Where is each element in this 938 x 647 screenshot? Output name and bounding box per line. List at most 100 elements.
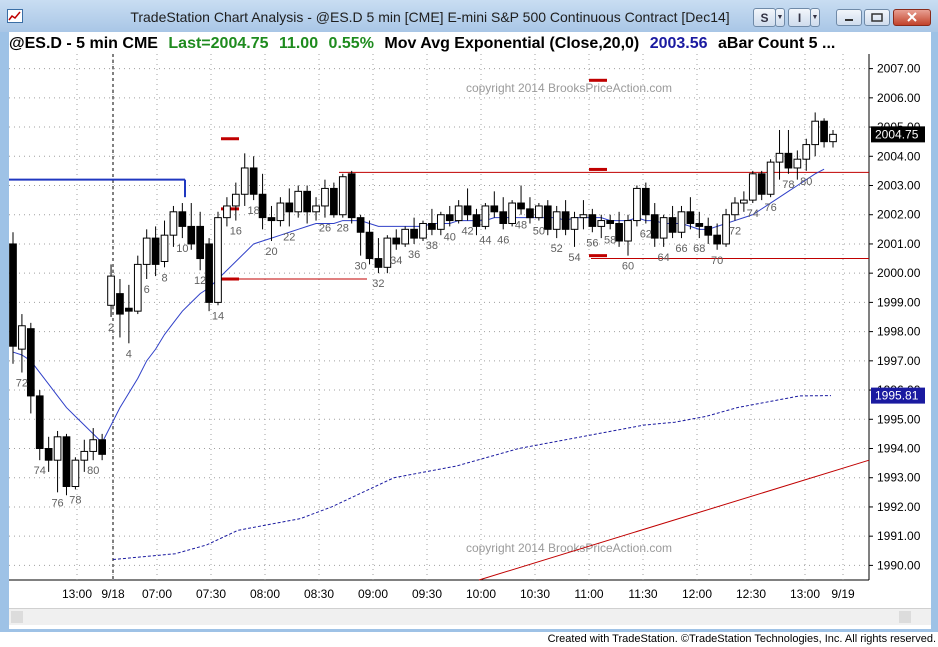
candle-body bbox=[579, 214, 588, 219]
candle-body bbox=[543, 205, 552, 230]
level-marker bbox=[589, 78, 607, 82]
y-tick-label: 2000.00 bbox=[877, 266, 921, 280]
horizontal-scrollbar[interactable] bbox=[9, 608, 931, 625]
bar-count-label: 12 bbox=[194, 275, 206, 287]
bar-count-label: 28 bbox=[337, 223, 349, 235]
candle-body bbox=[98, 439, 106, 455]
candle-body bbox=[784, 152, 793, 169]
x-tick-label: 10:00 bbox=[466, 587, 496, 601]
candle-body bbox=[276, 202, 285, 222]
bar-count-label: 6 bbox=[144, 284, 150, 296]
candle-body bbox=[223, 205, 231, 219]
bar-count-label: 16 bbox=[230, 226, 242, 238]
candle-body bbox=[419, 222, 427, 239]
y-tick-label: 2002.00 bbox=[877, 208, 921, 222]
candle-body bbox=[526, 208, 534, 219]
maximize-button[interactable] bbox=[864, 9, 890, 26]
symbol-button[interactable]: S bbox=[753, 8, 776, 27]
candle-body bbox=[481, 205, 490, 227]
candle-body bbox=[606, 220, 615, 224]
candle-body bbox=[820, 120, 828, 143]
y-tick-label: 2007.00 bbox=[877, 62, 921, 76]
bar-count-label: 62 bbox=[640, 228, 652, 240]
candle-body bbox=[463, 205, 472, 216]
bar-count-label: 76 bbox=[51, 497, 63, 509]
bar-count-label: 20 bbox=[265, 246, 277, 258]
candle-body bbox=[704, 225, 713, 236]
candle-body bbox=[401, 228, 410, 245]
candle-body bbox=[454, 205, 463, 222]
minimize-button[interactable] bbox=[836, 9, 862, 26]
candle-body bbox=[713, 234, 721, 245]
bar-count-label: 30 bbox=[354, 261, 366, 273]
close-icon bbox=[907, 12, 917, 22]
candle-body bbox=[757, 173, 766, 195]
candle-body bbox=[196, 225, 205, 260]
x-tick-label: 13:00 bbox=[790, 587, 820, 601]
candle-body bbox=[650, 214, 659, 239]
candle-body bbox=[214, 217, 222, 303]
indicator-dropdown-arrow-icon[interactable]: ▼ bbox=[810, 8, 820, 27]
last-price-marker bbox=[871, 126, 925, 143]
level-marker bbox=[221, 137, 239, 141]
candle-body bbox=[588, 214, 597, 227]
candle-body bbox=[89, 439, 98, 452]
bar-count-label: 38 bbox=[426, 240, 438, 252]
last-price-marker-label: 2004.75 bbox=[875, 127, 919, 141]
bar-count-label: 72 bbox=[729, 226, 741, 238]
y-tick-label: 1998.00 bbox=[877, 325, 921, 339]
scroll-right-arrow-icon[interactable] bbox=[899, 611, 911, 623]
level-marker bbox=[221, 277, 239, 281]
scroll-left-arrow-icon[interactable] bbox=[11, 611, 23, 623]
candle-body bbox=[517, 202, 525, 210]
candle-body bbox=[392, 237, 401, 245]
candle-body bbox=[35, 395, 44, 449]
y-tick-label: 1995.00 bbox=[877, 412, 921, 426]
bar-count-label: 26 bbox=[319, 223, 331, 235]
bar-count-label: aBar Count 5 ... bbox=[718, 35, 836, 52]
bar-count-label: 76 bbox=[764, 202, 776, 214]
indicator-button[interactable]: I bbox=[788, 8, 811, 27]
chart-area[interactable]: @ES.D - 5 min CME Last=2004.75 11.00 0.5… bbox=[9, 32, 931, 629]
candle-body bbox=[802, 144, 811, 160]
x-tick-label: 12:00 bbox=[682, 587, 712, 601]
bar-count-label: 78 bbox=[69, 494, 81, 506]
net-change: 11.00 bbox=[278, 35, 319, 52]
y-tick-label: 1999.00 bbox=[877, 295, 921, 309]
candle-body bbox=[267, 217, 276, 222]
candle-body bbox=[133, 263, 142, 312]
candle-body bbox=[508, 202, 516, 224]
dotted-indicator-line bbox=[112, 395, 832, 561]
candle-body bbox=[142, 237, 151, 265]
bar-count-label: 8 bbox=[161, 272, 167, 284]
chart-background bbox=[9, 32, 931, 608]
candle-body bbox=[410, 228, 418, 239]
close-button[interactable] bbox=[893, 9, 931, 26]
symbol-dropdown-arrow-icon[interactable]: ▼ bbox=[775, 8, 785, 27]
candle-body bbox=[793, 158, 802, 169]
bar-count-label: 78 bbox=[782, 179, 794, 191]
bar-count-label: 80 bbox=[800, 176, 812, 188]
candle-body bbox=[169, 211, 178, 236]
candle-body bbox=[187, 225, 196, 245]
price-chart[interactable]: 2007.002006.002005.002004.002003.002002.… bbox=[9, 32, 931, 608]
candle-body bbox=[374, 258, 383, 268]
x-tick-label: 09:00 bbox=[358, 587, 388, 601]
bar-count-label: 4 bbox=[126, 348, 132, 360]
candle-body bbox=[633, 187, 641, 222]
candle-body bbox=[641, 187, 650, 216]
candle-body bbox=[321, 187, 329, 207]
candle-body bbox=[356, 217, 365, 233]
chart-app-icon bbox=[7, 9, 23, 23]
candle-body bbox=[436, 214, 445, 230]
y-tick-label: 1993.00 bbox=[877, 471, 921, 485]
candle-body bbox=[748, 173, 757, 201]
title-bar[interactable]: TradeStation Chart Analysis - @ES.D 5 mi… bbox=[0, 0, 938, 32]
candle-body bbox=[597, 220, 606, 227]
bar-count-label: 44 bbox=[479, 234, 491, 246]
x-tick-label: 11:00 bbox=[574, 587, 603, 601]
candle-body bbox=[365, 231, 374, 260]
y-tick-label: 1992.00 bbox=[877, 500, 921, 514]
candle-body bbox=[624, 220, 632, 242]
bar-count-label: 68 bbox=[693, 243, 705, 255]
